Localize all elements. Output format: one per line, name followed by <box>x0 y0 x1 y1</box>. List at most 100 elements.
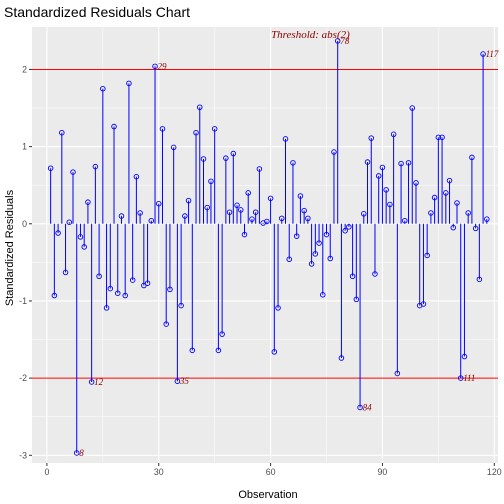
residual-point <box>357 404 363 411</box>
residual-point <box>405 160 412 166</box>
residual-point <box>454 200 460 206</box>
residual-point <box>245 190 251 196</box>
residual-point <box>238 207 244 213</box>
outlier-label: 84 <box>363 402 373 412</box>
residual-point <box>204 204 210 211</box>
residual-point <box>178 302 184 309</box>
residual-point <box>137 210 143 216</box>
plot-panel <box>32 27 498 463</box>
residual-point <box>383 187 389 193</box>
residual-point <box>156 200 162 207</box>
y-tick-label: -1 <box>19 296 27 306</box>
residual-point <box>159 126 166 132</box>
residual-point <box>301 207 307 214</box>
residual-point <box>111 123 117 130</box>
residual-point <box>364 159 371 165</box>
outlier-label: 35 <box>179 376 190 386</box>
residual-point <box>338 355 345 361</box>
residual-point <box>398 160 404 167</box>
residual-point <box>174 378 181 384</box>
residual-point <box>189 347 196 354</box>
residual-point <box>484 216 490 222</box>
residual-point <box>59 129 65 136</box>
x-tick-label: 60 <box>266 467 276 477</box>
chart-title: Standardized Residuals Chart <box>4 4 190 20</box>
residual-point <box>323 231 330 238</box>
residual-point <box>219 331 225 337</box>
residual-point <box>472 225 479 232</box>
residual-point <box>443 190 449 196</box>
residual-point <box>152 63 158 70</box>
residual-point <box>73 450 80 456</box>
residual-point <box>126 80 132 87</box>
residual-point <box>88 379 95 385</box>
residual-point <box>62 269 69 276</box>
residual-point <box>47 165 54 171</box>
residual-point <box>361 210 367 217</box>
residual-point <box>428 210 434 216</box>
y-tick-label: 0 <box>22 219 27 229</box>
y-tick-label: -2 <box>19 373 27 383</box>
residual-point <box>312 251 319 257</box>
residual-point <box>402 217 408 224</box>
residual-point <box>51 292 58 299</box>
residual-point <box>133 173 140 180</box>
residual-point <box>193 129 199 136</box>
residual-point <box>114 290 121 296</box>
residual-point <box>100 85 106 92</box>
residual-point <box>439 134 445 141</box>
residual-point <box>375 173 382 179</box>
residual-point <box>368 135 374 141</box>
residual-point <box>290 160 296 166</box>
residual-points <box>47 38 490 456</box>
residual-point <box>256 166 263 172</box>
residual-point <box>211 126 218 132</box>
residual-point <box>353 296 360 303</box>
residual-point <box>465 210 471 216</box>
residual-point <box>96 273 102 280</box>
residual-point <box>103 305 110 311</box>
residual-point <box>197 104 203 111</box>
residual-point <box>122 292 128 299</box>
outlier-label: 29 <box>158 61 168 71</box>
x-axis-title: Observation <box>238 489 297 501</box>
residual-point <box>66 219 73 225</box>
y-axis-title: Standardized Residuals <box>4 189 16 306</box>
minor-gridlines <box>32 27 498 463</box>
residual-point <box>320 292 326 298</box>
outlier-label: 78 <box>340 36 350 46</box>
residual-point <box>85 199 91 205</box>
residual-point <box>305 215 311 222</box>
x-tick-label: 30 <box>154 467 164 477</box>
residual-point <box>387 201 393 208</box>
residual-point <box>379 164 386 171</box>
residual-point <box>148 217 155 224</box>
threshold-lines <box>32 68 498 379</box>
residual-point <box>446 177 453 184</box>
residual-point <box>129 277 136 283</box>
residual-point <box>480 51 486 57</box>
residual-point <box>461 353 468 360</box>
residual-point <box>223 155 229 161</box>
residual-point <box>331 149 337 155</box>
outlier-labels: 8 12 29 35 78 84 111 117 <box>79 36 499 458</box>
residual-point <box>267 195 274 202</box>
residual-point <box>234 202 240 209</box>
residual-point <box>450 224 457 231</box>
residual-point <box>469 154 475 161</box>
outlier-label: 111 <box>463 373 475 383</box>
residual-point <box>185 197 192 204</box>
residual-point <box>413 180 419 186</box>
residual-point <box>431 194 438 201</box>
residual-point <box>271 349 278 355</box>
residual-point <box>70 169 76 175</box>
threshold-label: Threshold: abs(2) <box>271 29 350 41</box>
residual-point <box>182 213 188 219</box>
residual-point <box>279 215 285 222</box>
residual-point <box>144 280 151 286</box>
outlier-label: 12 <box>94 377 104 387</box>
residual-point <box>264 218 270 225</box>
y-tick-label: -3 <box>19 450 27 460</box>
